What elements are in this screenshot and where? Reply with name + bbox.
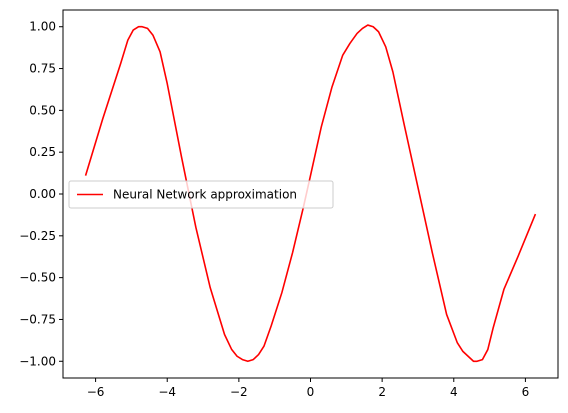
y-tick-label: 0.00 — [29, 187, 56, 201]
y-tick-label: −0.75 — [19, 312, 56, 326]
legend-box — [68, 180, 334, 209]
x-tick-label: −4 — [158, 385, 176, 399]
x-axis: −6 −4 −2 0 2 4 6 — [87, 378, 529, 399]
y-tick-label: 0.75 — [29, 62, 56, 76]
x-tick-label: 4 — [450, 385, 458, 399]
y-tick-label: −1.00 — [19, 354, 56, 368]
y-tick-label: 1.00 — [29, 20, 56, 34]
x-tick-label: 2 — [378, 385, 386, 399]
x-tick-label: −2 — [230, 385, 248, 399]
legend: Neural Network approximation — [68, 180, 334, 209]
series-layer — [84, 24, 537, 363]
y-tick-label: −0.25 — [19, 229, 56, 243]
y-tick-label: 0.25 — [29, 145, 56, 159]
legend-label: Neural Network approximation — [113, 188, 297, 202]
x-tick-label: −6 — [87, 385, 105, 399]
y-tick-label: 0.50 — [29, 103, 56, 117]
x-tick-label: 0 — [307, 385, 315, 399]
x-tick-label: 6 — [522, 385, 530, 399]
y-tick-label: −0.50 — [19, 271, 56, 285]
y-axis: 1.00 0.75 0.50 0.25 0.00 −0.25 −0.50 −0.75 −1.00 — [19, 20, 63, 368]
